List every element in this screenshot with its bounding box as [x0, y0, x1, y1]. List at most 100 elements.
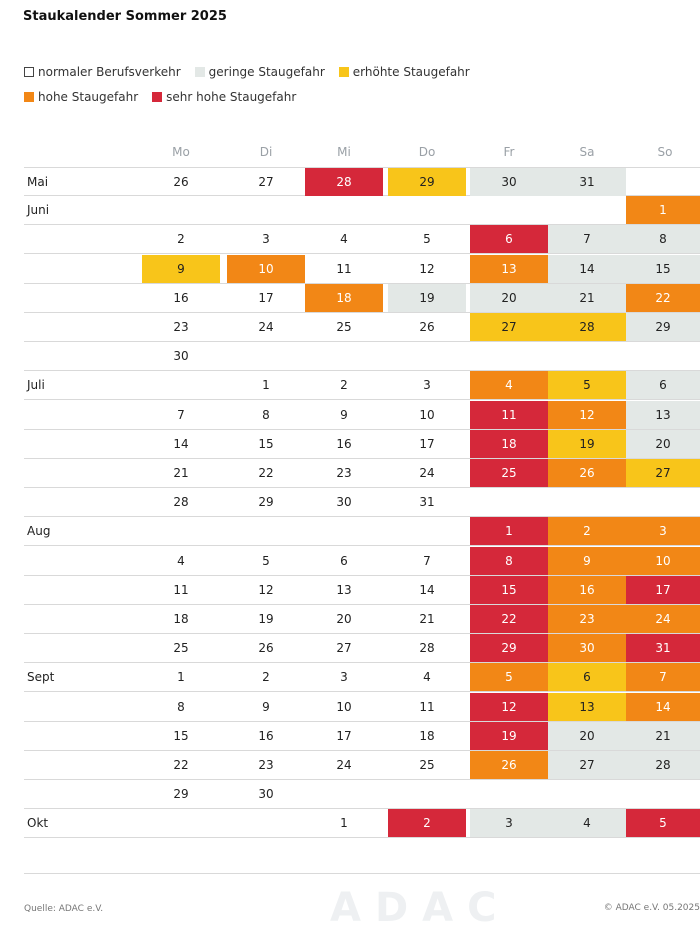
day-cell-normal: 19: [258, 612, 274, 626]
day-cell-normal: 23: [258, 758, 274, 772]
day-cell-erhoehte: 5: [548, 371, 626, 400]
day-cell-normal: 1: [177, 670, 185, 685]
legend-row-1: normaler Berufsverkehr geringe Staugefah…: [24, 65, 484, 79]
adac-watermark: ADAC: [330, 885, 511, 931]
day-cell-sehrhohe: 29: [470, 634, 548, 663]
day-cell-hohe: 18: [305, 283, 383, 312]
day-cell-hohe: 10: [626, 546, 700, 575]
day-cell-normal: 24: [419, 466, 435, 480]
day-cell-normal: 21: [419, 612, 435, 626]
day-cell-normal: 3: [423, 378, 431, 393]
weekday-header-di: Di: [259, 145, 273, 159]
weekday-header-so: So: [657, 145, 673, 159]
day-cell-normal: 13: [336, 582, 352, 597]
legend-label-erhoehte: erhöhte Staugefahr: [352, 65, 470, 79]
day-cell-normal: 25: [173, 641, 189, 656]
calendar-row: 29 30: [24, 780, 700, 810]
day-cell-hohe: 26: [470, 751, 548, 779]
day-cell-normal: 26: [419, 320, 435, 334]
day-cell-geringe: 31: [548, 168, 626, 196]
day-cell-geringe: 8: [626, 225, 700, 254]
day-cell-hohe: 22: [626, 283, 700, 312]
day-cell-normal: 22: [258, 466, 274, 480]
day-cell-geringe: 7: [548, 225, 626, 254]
day-cell-normal: 23: [336, 466, 352, 480]
day-cell-hohe: 14: [626, 692, 700, 721]
day-cell-erhoehte: 27: [470, 313, 548, 341]
day-cell-normal: 5: [262, 553, 270, 568]
calendar-row: Juli 1 2 3 4 5 6: [24, 371, 700, 401]
day-cell-hohe: 3: [626, 517, 700, 546]
day-cell-normal: 30: [173, 349, 189, 364]
day-cell-hohe: 12: [548, 400, 626, 429]
calendar-row: 28 29 30 31: [24, 488, 700, 518]
calendar-row: 8 9 10 11 12 13 14: [24, 692, 700, 722]
day-cell-normal: 7: [177, 407, 185, 422]
calendar-row: Okt 1 2 3 4 5: [24, 809, 700, 839]
day-cell-sehrhohe: 25: [470, 459, 548, 487]
day-cell-normal: 15: [173, 728, 189, 743]
calendar-row: Juni 1: [24, 196, 700, 226]
day-cell-geringe: 3: [470, 809, 548, 838]
day-cell-normal: 10: [336, 699, 352, 714]
day-cell-normal: 20: [336, 612, 352, 626]
legend-swatch-normal: [24, 67, 34, 77]
day-cell-hohe: 16: [548, 575, 626, 604]
day-cell-normal: 2: [340, 378, 348, 393]
day-cell-sehrhohe: 31: [626, 634, 700, 663]
calendar-row: 15 16 17 18 19 20 21: [24, 721, 700, 751]
day-cell-hohe: 1: [626, 196, 700, 225]
legend-swatch-sehrhohe: [152, 92, 163, 102]
day-cell-normal: 30: [336, 495, 352, 510]
day-cell-normal: 24: [336, 758, 352, 772]
calendar-row: 25 26 27 28 29 30 31: [24, 634, 700, 664]
legend-label-geringe: geringe Staugefahr: [208, 65, 325, 79]
day-cell-normal: 27: [258, 175, 274, 189]
day-cell-hohe: 7: [626, 663, 700, 692]
month-label: Okt: [27, 816, 49, 831]
day-cell-hohe: 10: [227, 254, 305, 283]
calendar-row: 18 19 20 21 22 23 24: [24, 605, 700, 634]
day-cell-sehrhohe: 8: [470, 546, 548, 575]
legend-item-geringe: geringe Staugefahr: [194, 65, 325, 79]
day-cell-normal: 1: [340, 816, 348, 831]
day-cell-normal: 28: [419, 641, 435, 656]
day-cell-geringe: 21: [548, 283, 626, 312]
day-cell-geringe: 6: [626, 371, 700, 400]
day-cell-normal: 26: [258, 641, 274, 656]
copyright-note: © ADAC e.V. 05.2025: [603, 903, 700, 913]
month-label: Mai: [27, 175, 49, 189]
calendar-row: 9 10 11 12 13 14 15: [24, 254, 700, 284]
day-cell-normal: 9: [262, 699, 270, 714]
day-cell-sehrhohe: 15: [470, 575, 548, 604]
day-cell-normal: 16: [173, 290, 189, 305]
legend-item-erhoehte: erhöhte Staugefahr: [338, 65, 470, 79]
day-cell-erhoehte: 29: [388, 168, 466, 196]
day-cell-sehrhohe: 17: [626, 575, 700, 604]
day-cell-normal: 18: [419, 728, 435, 743]
day-cell-erhoehte: 19: [548, 429, 626, 458]
day-cell-normal: 3: [340, 670, 348, 685]
footer-divider: [24, 873, 700, 874]
day-cell-normal: 12: [419, 261, 435, 276]
day-cell-sehrhohe: 12: [470, 692, 548, 721]
legend-item-sehrhohe: sehr hohe Staugefahr: [152, 90, 296, 104]
day-cell-hohe: 30: [548, 634, 626, 663]
day-cell-normal: 30: [258, 787, 274, 802]
day-cell-normal: 4: [177, 553, 185, 568]
legend-swatch-hohe: [24, 92, 34, 102]
day-cell-normal: 2: [177, 232, 185, 247]
legend-row-2: hohe Staugefahr sehr hohe Staugefahr: [24, 90, 310, 104]
day-cell-normal: 17: [336, 728, 352, 743]
day-cell-normal: 4: [423, 670, 431, 685]
day-cell-normal: 4: [340, 232, 348, 247]
day-cell-normal: 6: [340, 553, 348, 568]
day-cell-geringe: 20: [548, 721, 626, 750]
page-title: Staukalender Sommer 2025: [23, 9, 227, 24]
day-cell-geringe: 14: [548, 254, 626, 283]
legend-label-normal: normaler Berufsverkehr: [38, 65, 181, 79]
weekday-header-sa: Sa: [579, 145, 595, 159]
day-cell-normal: 5: [423, 232, 431, 247]
